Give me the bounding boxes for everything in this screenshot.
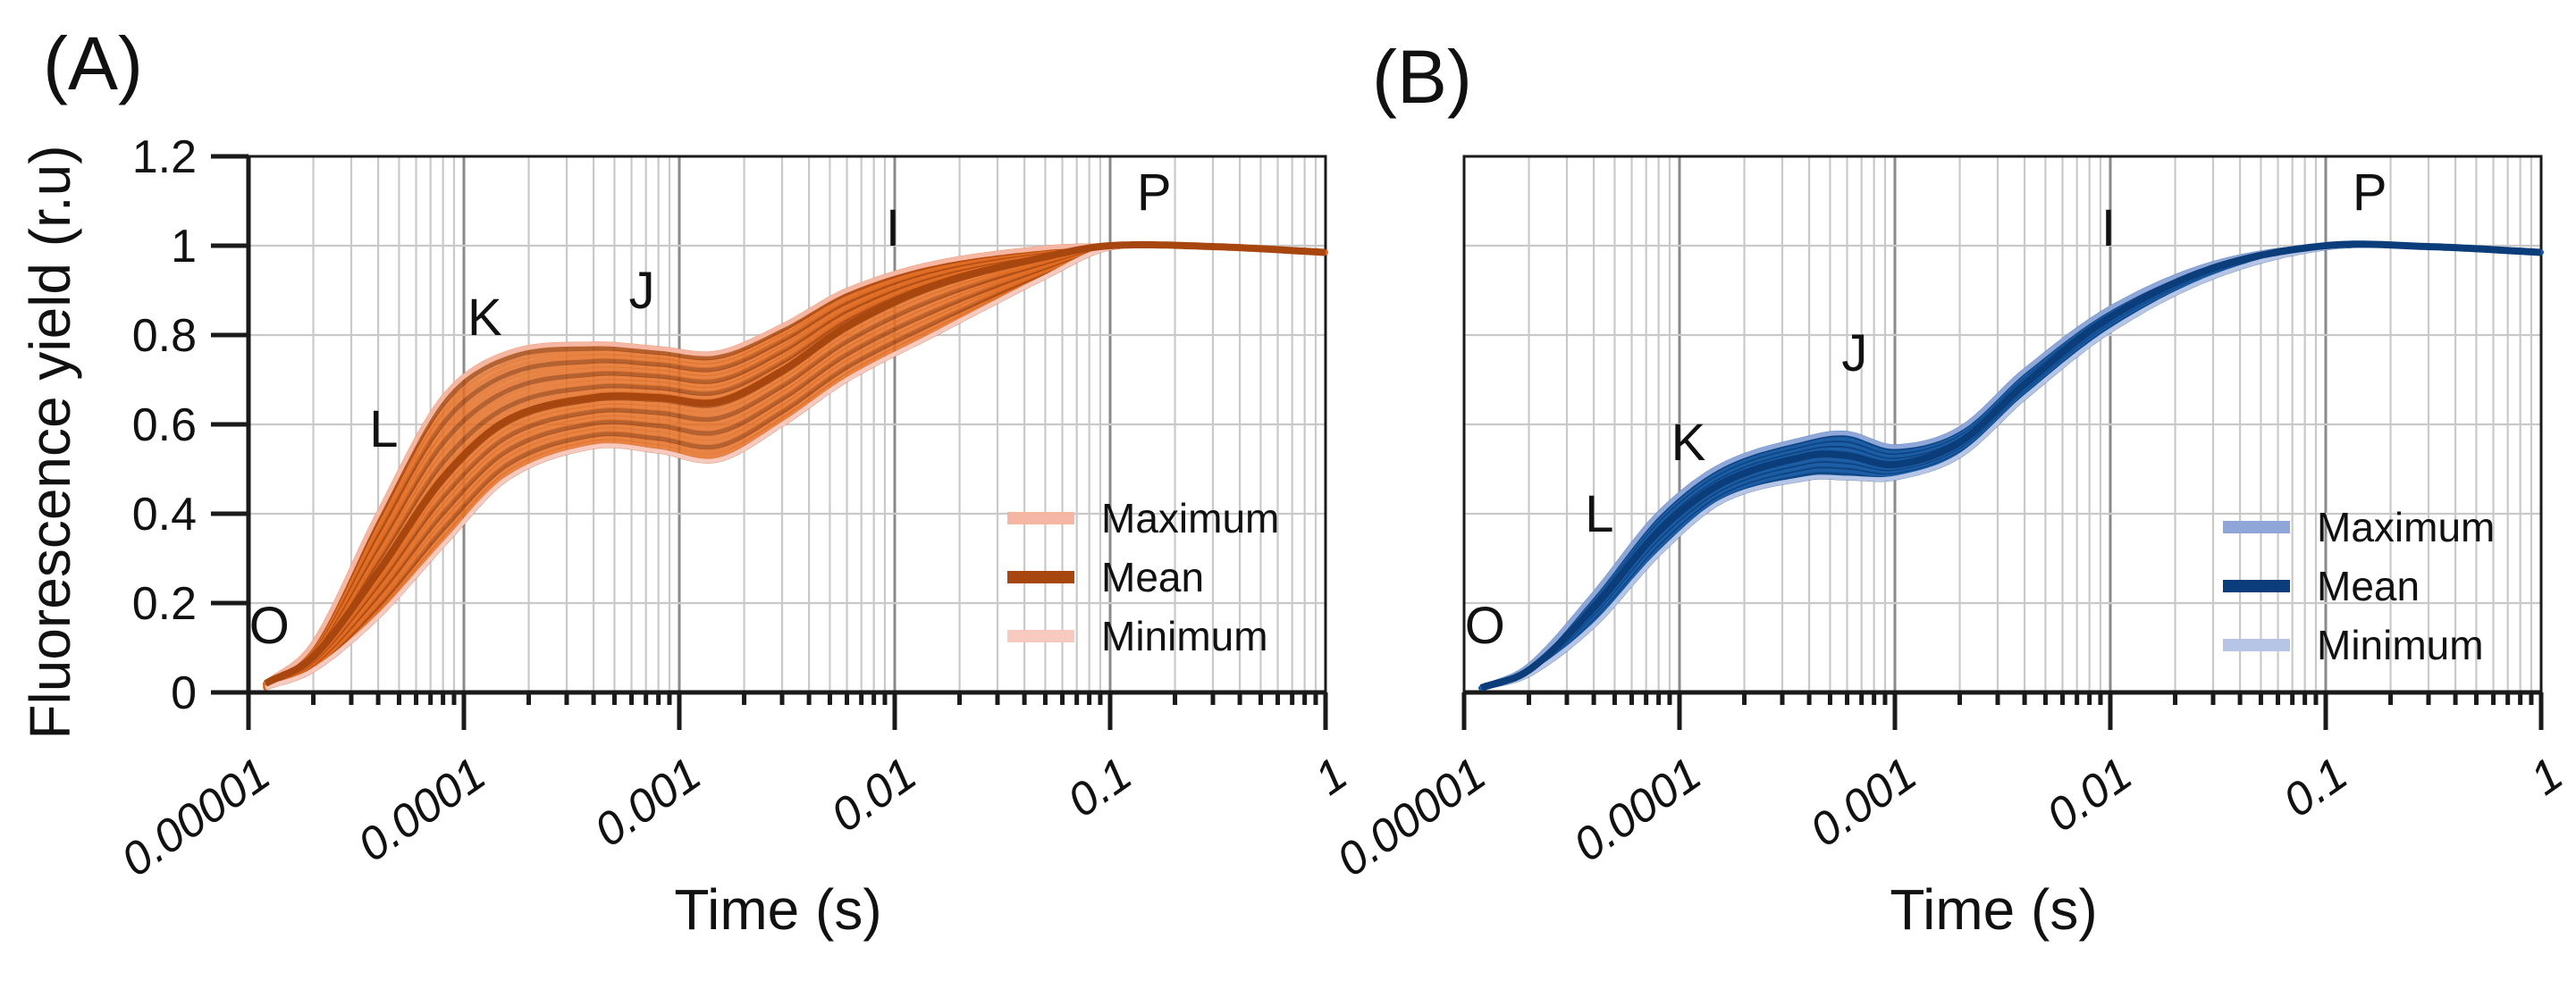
phase-label: I <box>2101 199 2116 257</box>
x-axis-title: Time (s) <box>1890 877 2097 942</box>
x-tick-label: 0.001 <box>585 748 711 857</box>
phase-label: K <box>467 289 502 347</box>
legend-label: Maximum <box>2317 504 2495 550</box>
y-tick-label: 1.2 <box>132 131 197 183</box>
y-tick-label: 0.4 <box>132 489 197 541</box>
legend-label: Mean <box>2317 563 2420 609</box>
x-tick-label: 0.01 <box>2038 748 2142 843</box>
mean-series-line <box>264 240 1326 687</box>
legend: Maximum Mean Minimum <box>1007 495 1279 659</box>
panel-label: (A) <box>43 21 143 105</box>
phase-label: K <box>1671 414 1706 472</box>
x-tick-label: 0.01 <box>822 748 926 843</box>
phase-label: P <box>1137 164 1172 222</box>
gridlines <box>248 156 1326 692</box>
phase-label: L <box>369 400 398 458</box>
legend-label: Mean <box>1101 554 1204 600</box>
x-tick-label: 0.1 <box>1058 748 1141 827</box>
phase-label: P <box>2353 164 2387 222</box>
panel-label: (B) <box>1372 35 1472 119</box>
panel-b: (B) 0.00001 0.0001 0.001 0.01 0.1 1 Time (s) O LK… <box>1328 35 2572 942</box>
x-tick-label: 0.001 <box>1801 748 1926 857</box>
legend-label: Minimum <box>1101 613 1268 659</box>
x-tick-label: 0.0001 <box>1564 748 1711 872</box>
x-tick-label: 1 <box>2521 748 2572 805</box>
legend: Maximum Mean Minimum <box>2223 504 2495 668</box>
phase-label: J <box>629 262 655 320</box>
phase-label: L <box>1585 485 1613 543</box>
y-tick-label: 0 <box>171 667 197 719</box>
mean-series-line <box>1479 240 2542 692</box>
x-tick-label: 0.00001 <box>113 748 280 886</box>
x-tick-label: 0.00001 <box>1328 748 1495 886</box>
y-tick-label: 1 <box>171 221 197 272</box>
legend-label: Minimum <box>2317 622 2484 668</box>
x-tick-label: 0.0001 <box>349 748 495 872</box>
y-tick-label: 0.6 <box>132 399 197 451</box>
panel-a: (A) 0.00001 0.0001 0.001 0.01 0.1 1 0 0.2 0.4 0.6 0… <box>18 21 1357 942</box>
phase-label: O <box>249 597 290 655</box>
y-tick-label: 0.2 <box>132 578 197 630</box>
phase-label: J <box>1841 324 1867 382</box>
legend-label: Maximum <box>1101 495 1279 541</box>
x-tick-label: 0.1 <box>2274 748 2356 827</box>
x-axis-title: Time (s) <box>674 877 881 942</box>
gridlines <box>1464 156 2541 692</box>
x-tick-label: 1 <box>1306 748 1357 805</box>
y-axis-title: Fluorescence yield (r.u) <box>18 145 82 739</box>
phase-label: I <box>886 199 900 257</box>
phase-label: O <box>1465 597 1505 655</box>
y-tick-label: 0.8 <box>132 310 197 362</box>
